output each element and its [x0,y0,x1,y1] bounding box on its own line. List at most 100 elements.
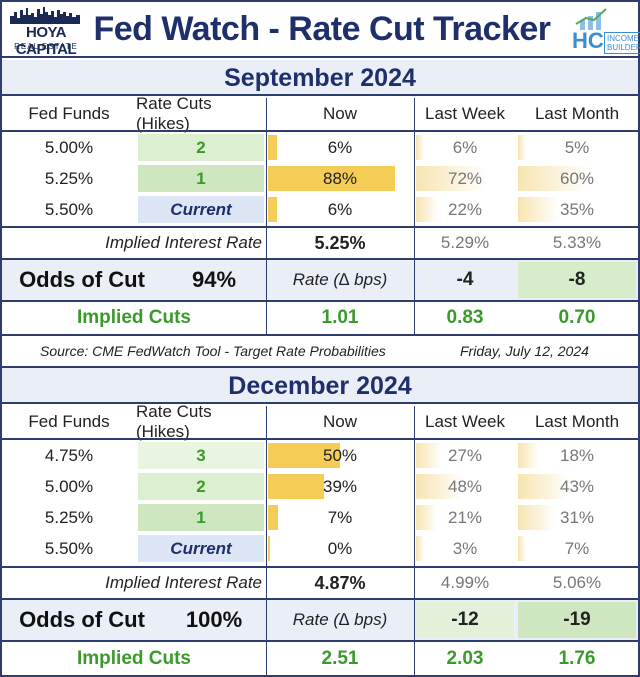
bar-month [518,135,526,160]
change-week: -12 [414,600,516,640]
rate-cut-fill [138,473,264,500]
cuts-week: 0.83 [446,307,484,328]
prob-now: 6% [266,132,414,163]
prob-month-value: 31% [559,507,595,527]
divider [2,640,638,642]
rate-value: 4.75% [44,445,94,465]
prob-now-value: 7% [327,507,353,527]
rate-cut-value: 2 [196,476,206,496]
bar-month [518,505,555,530]
bar-now [268,135,277,160]
prob-month: 31% [516,502,638,533]
bar-month [518,443,540,468]
hc-text: HC [572,28,604,53]
prob-week-value: 22% [447,199,483,219]
bar-week [416,474,464,499]
prob-now-value: 6% [327,137,353,157]
prob-row: 5.00% 2 6% 6% 5% [2,132,638,163]
col-fed-funds: Fed Funds [28,412,110,431]
bar-now [268,474,325,499]
prob-month-value: 35% [559,199,595,219]
divider [2,258,638,260]
city-skyline-icon [10,7,80,24]
bar-week [416,443,443,468]
income-builder-text: INCOME BUILDER [604,32,640,54]
divider [2,334,638,336]
rate-cut: 2 [136,132,266,163]
rate-change-label: Rate (∆ bps) [292,610,388,629]
col-last-week: Last Week [424,104,505,123]
prob-month-value: 60% [559,168,595,188]
implied-cuts-label: Implied Cuts [76,307,191,328]
bar-month [518,536,527,561]
rate-cut-fill [138,196,264,223]
prob-week: 27% [414,440,516,471]
divider [2,130,638,132]
col-now: Now [322,104,357,123]
hoya-brand-sub: REAL ESTATE [14,42,78,51]
september-title: September 2024 [2,60,638,96]
col-last-month: Last Month [534,412,620,431]
rate-cut: Current [136,194,266,225]
prob-week: 3% [414,533,516,564]
rate-cut-fill [138,165,264,192]
prob-month-value: 7% [564,538,590,558]
implied-week: 4.99% [440,573,490,592]
rate-value: 5.25% [44,507,94,527]
change-week: -4 [456,269,474,290]
prob-week-value: 6% [452,137,478,157]
col-last-month: Last Month [534,104,620,123]
rate-value: 5.00% [44,137,94,157]
change-month-value: -8 [568,269,586,290]
odds-value: 100% [185,607,243,632]
rate-cut: 3 [136,440,266,471]
prob-now: 7% [266,502,414,533]
odds-label: Odds of Cut [19,607,145,632]
bar-week [416,166,487,191]
prob-now: 0% [266,533,414,564]
implied-now: 5.25% [314,232,366,253]
bar-now [268,197,277,222]
col-rate-cuts: Rate Cuts (Hikes) [136,94,212,133]
col-rate-cuts: Rate Cuts (Hikes) [136,402,212,441]
prob-month: 18% [516,440,638,471]
divider [2,226,638,228]
divider [266,98,267,334]
cuts-week: 2.03 [446,647,484,669]
prob-row: 5.00% 2 39% 48% 43% [2,471,638,502]
prob-month: 60% [516,163,638,194]
divider [2,438,638,440]
dec-odds-row: Odds of Cut 100% Rate (∆ bps) -12 -19 [2,600,638,640]
rate-cut-value: Current [170,538,232,558]
prob-now-value: 0% [327,538,353,558]
rate-value: 5.50% [44,538,94,558]
divider [414,406,415,675]
change-week-value: -12 [451,609,479,630]
rate-cut-fill [138,504,264,531]
bar-week [416,536,424,561]
prob-week-value: 72% [447,168,483,188]
september-panel: September 2024 Fed Funds Rate Cuts (Hike… [2,60,638,334]
bar-month [518,166,589,191]
prob-week: 6% [414,132,516,163]
change-month-fill [518,602,636,638]
sep-cuts-row: Implied Cuts 1.01 0.83 0.70 [2,302,638,334]
source-row: Source: CME FedWatch Tool - Target Rate … [2,336,638,366]
rate-value: 5.25% [44,168,94,188]
col-now: Now [322,412,357,431]
prob-week: 22% [414,194,516,225]
prob-now: 6% [266,194,414,225]
rate-cut: Current [136,533,266,564]
implied-month: 5.33% [552,233,602,252]
bar-now [268,505,279,530]
divider [2,598,638,600]
prob-week: 72% [414,163,516,194]
change-month: -8 [516,260,638,300]
divider [2,300,638,302]
implied-week: 5.29% [440,233,490,252]
bar-month [518,474,569,499]
dec-column-headers: Fed Funds Rate Cuts (Hikes) Now Last Wee… [2,402,638,441]
bar-week [416,197,438,222]
cuts-now: 1.01 [321,307,359,328]
